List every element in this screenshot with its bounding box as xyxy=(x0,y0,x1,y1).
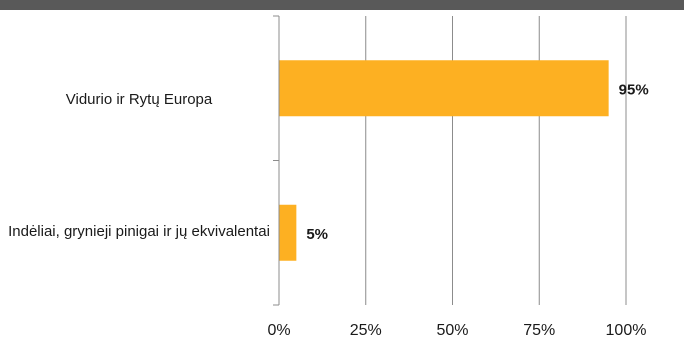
category-label-0: Vidurio ir Rytų Europa xyxy=(65,91,213,108)
top-header-band xyxy=(0,0,684,10)
x-tick-label-25: 25% xyxy=(350,322,382,339)
x-tick-label-100: 100% xyxy=(606,322,647,339)
x-tick-label-75: 75% xyxy=(523,322,555,339)
x-tick-label-0: 0% xyxy=(267,322,290,339)
bar-1 xyxy=(279,204,297,261)
bar-0 xyxy=(279,60,609,117)
data-label-1: 5% xyxy=(306,226,328,243)
category-label-1: Indėliai, grynieji pinigai ir jų ekvival… xyxy=(8,223,270,240)
x-tick-label-50: 50% xyxy=(436,322,468,339)
data-label-0: 95% xyxy=(619,81,649,98)
